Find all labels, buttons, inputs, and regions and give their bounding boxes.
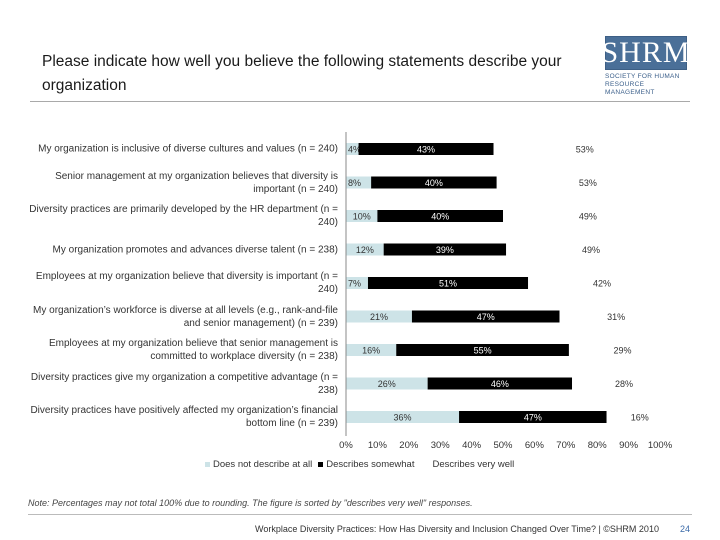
shrm-logo: SHRM Society for Human Resource Manageme…	[601, 36, 691, 96]
data-label: 26%	[378, 379, 396, 389]
category-label: My organization promotes and advances di…	[52, 244, 338, 255]
chart-legend: Does not describe at all Describes somewh…	[205, 459, 514, 470]
title-divider	[30, 101, 690, 102]
data-label: 4%	[348, 145, 361, 155]
bar-segment	[559, 310, 657, 323]
bar-segment	[346, 310, 412, 323]
bar-segment	[493, 143, 660, 155]
logo-subtitle: Society for Human Resource Management	[605, 73, 680, 96]
category-label: Diversity practices are primarily develo…	[29, 204, 338, 228]
logo-mark: SHRM	[601, 36, 691, 70]
data-label: 10%	[353, 212, 371, 222]
x-tick-label: 0%	[339, 440, 353, 451]
data-label: 40%	[425, 178, 443, 188]
bar-segment	[346, 411, 460, 423]
bar-segment	[506, 243, 660, 256]
bar-segment	[572, 377, 660, 390]
bar-segment	[346, 143, 359, 155]
footer-divider	[28, 514, 692, 515]
x-tick-label: 70%	[556, 440, 576, 451]
data-label: 43%	[417, 145, 435, 155]
bar-segment	[427, 377, 573, 390]
bar-segment	[496, 176, 664, 189]
bar-segment	[396, 344, 569, 356]
chart-note: Note: Percentages may not total 100% due…	[28, 498, 473, 508]
category-label: Senior management at my organization bel…	[55, 170, 338, 195]
legend-label: Describes somewhat	[326, 459, 415, 470]
data-label: 28%	[615, 379, 633, 389]
data-label: 46%	[491, 379, 509, 389]
x-tick-label: 40%	[462, 440, 482, 451]
bar-segment	[346, 243, 384, 256]
x-tick-label: 30%	[431, 440, 451, 451]
bar-segment	[377, 210, 503, 222]
legend-label: Does not describe at all	[213, 459, 313, 470]
x-tick-label: 10%	[368, 440, 388, 451]
data-label: 21%	[370, 312, 388, 322]
x-tick-label: 90%	[619, 440, 639, 451]
x-tick-label: 50%	[493, 440, 513, 451]
category-label: Employees at my organization believe tha…	[35, 271, 338, 295]
x-tick-label: 80%	[588, 440, 608, 451]
chart-title: Please indicate how well you believe the…	[42, 53, 562, 94]
legend-item: Does not describe at all	[205, 459, 312, 470]
data-label: 16%	[631, 413, 649, 423]
bar-segment	[568, 344, 660, 356]
data-label: 53%	[576, 145, 594, 155]
bar-segment	[346, 176, 372, 189]
bar-segment	[383, 243, 507, 256]
bar-segment	[358, 143, 494, 155]
category-label: My organization is inclusive of diverse …	[38, 143, 338, 155]
data-label: 42%	[593, 279, 611, 289]
data-label: 49%	[579, 212, 597, 222]
legend-swatch	[205, 462, 210, 467]
category-label: My organization’s workforce is diverse a…	[33, 304, 338, 329]
bar-segment	[606, 411, 657, 423]
category-label: Employees at my organization believe tha…	[48, 338, 338, 362]
data-label: 16%	[362, 346, 380, 356]
data-label: 31%	[607, 312, 625, 322]
data-label: 51%	[439, 279, 457, 289]
bar-segment	[346, 344, 397, 356]
x-tick-label: 60%	[525, 440, 545, 451]
bar-segment	[411, 310, 560, 323]
legend-swatch	[318, 462, 324, 467]
data-label: 12%	[356, 245, 374, 255]
legend-item: Describes very well	[432, 459, 514, 470]
data-label: 8%	[348, 178, 361, 188]
legend-label: Describes very well	[432, 459, 515, 470]
data-label: 29%	[613, 346, 631, 356]
data-label: 47%	[524, 413, 542, 423]
category-label: Diversity practices give my organization…	[30, 371, 338, 396]
footer-source: Workplace Diversity Practices: How Has D…	[255, 524, 659, 534]
data-label: 40%	[431, 212, 449, 222]
category-label: Diversity practices have positively affe…	[30, 405, 338, 429]
legend-item: Describes somewhat	[318, 459, 414, 470]
data-label: 39%	[436, 245, 454, 255]
bar-segment	[346, 377, 428, 390]
x-tick-label: 100%	[648, 440, 673, 451]
x-tick-label: 20%	[399, 440, 419, 451]
bar-segment	[459, 411, 607, 423]
bar-segment	[367, 277, 529, 289]
data-label: 47%	[477, 312, 495, 322]
bar-segment	[371, 176, 497, 189]
bar-segment	[346, 210, 378, 222]
page-number: 24	[680, 524, 691, 534]
data-label: 49%	[582, 245, 600, 255]
data-label: 55%	[474, 346, 492, 356]
data-label: 53%	[579, 178, 597, 188]
data-label: 7%	[348, 279, 361, 289]
data-label: 36%	[394, 413, 412, 423]
bar-segment	[528, 277, 660, 289]
bar-segment	[346, 277, 368, 289]
bar-segment	[503, 210, 657, 222]
